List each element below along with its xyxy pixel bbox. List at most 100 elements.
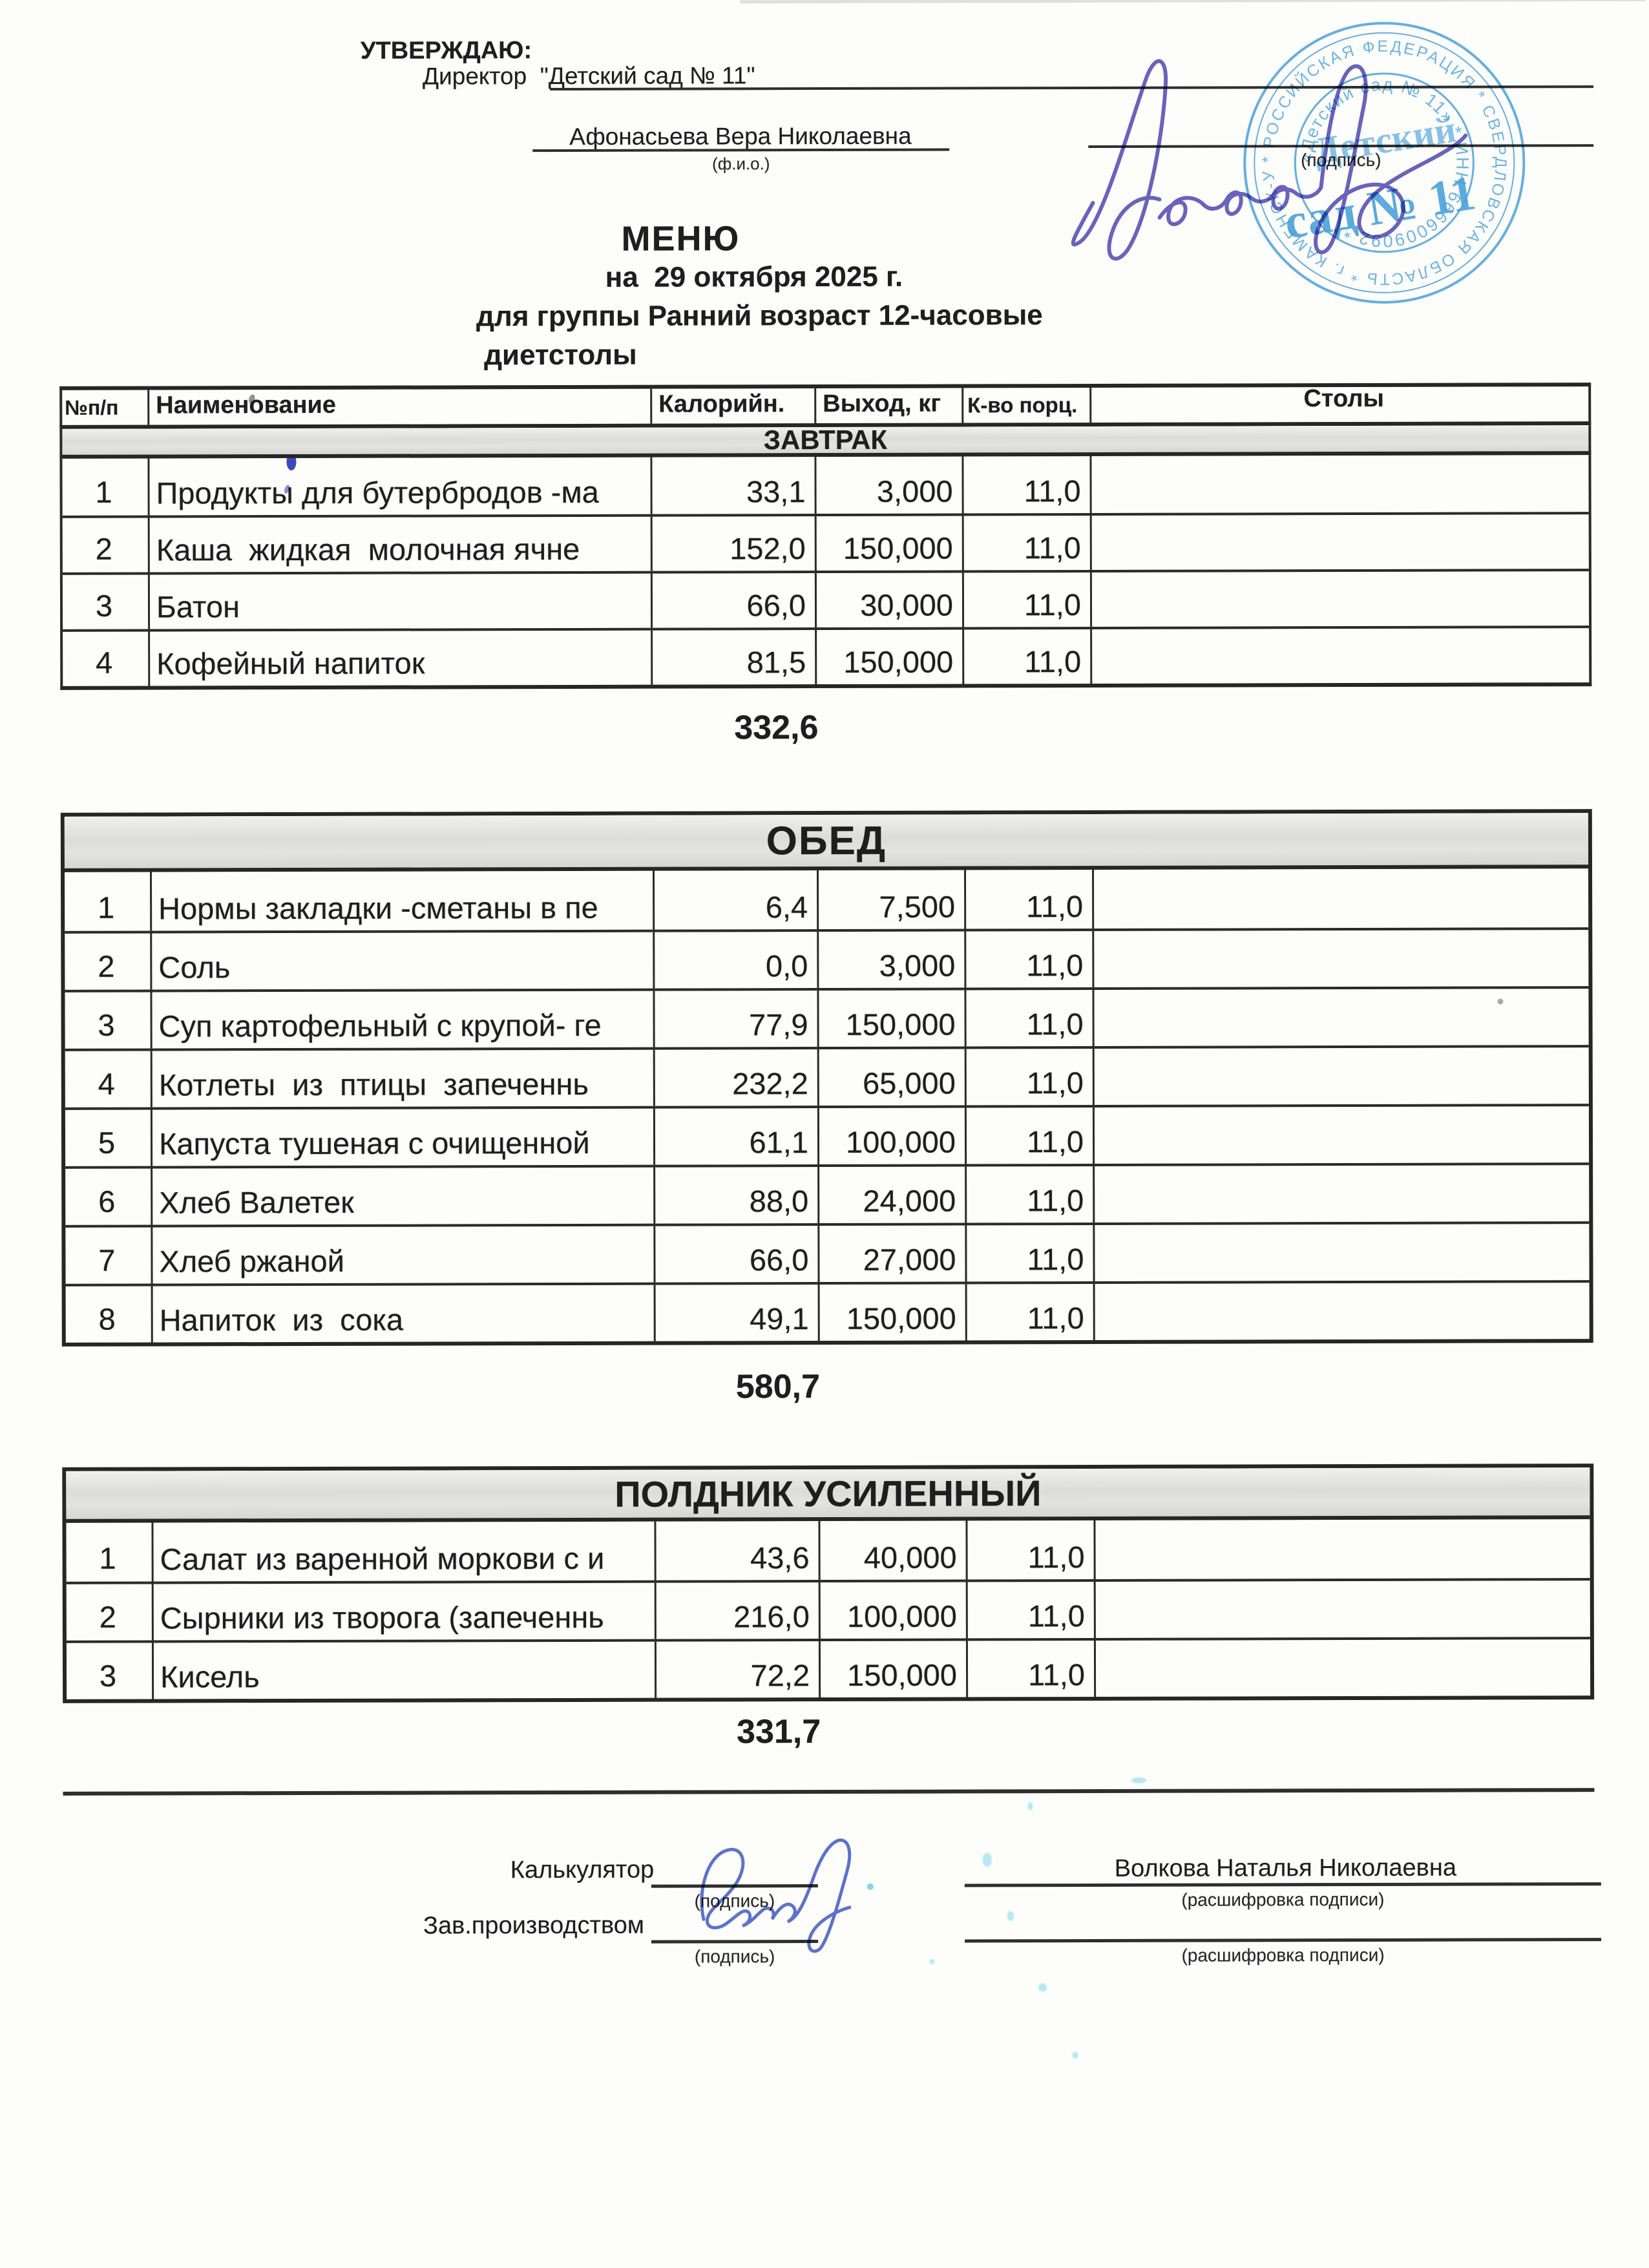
cell-num: 3 (65, 992, 152, 1049)
lunch-rows: 1 Нормы закладки -сметаны в пе 6,4 7,500… (65, 868, 1590, 1343)
cell-calories: 88,0 (655, 1167, 820, 1224)
official-stamp: * РОССИЙСКАЯ ФЕДЕРАЦИЯ * СВЕРДЛОВСКАЯ ОБ… (1228, 2, 1526, 304)
table-row: 2 Каша жидкая молочная ячне 152,0 150,00… (62, 512, 1589, 572)
cell-name: Каша жидкая молочная ячне (149, 516, 653, 572)
cell-name: Продукты для бутербродов -ма (149, 457, 653, 516)
cell-portions: 11,0 (967, 1520, 1096, 1580)
cell-output: 40,000 (820, 1520, 968, 1580)
cell-name: Кисель (153, 1641, 657, 1699)
cell-num: 5 (65, 1109, 153, 1166)
cell-name: Капуста тушеная с очищенной (152, 1108, 656, 1166)
scan-edge-streak (740, 0, 1646, 4)
cell-num: 7 (65, 1227, 153, 1284)
production-name-line (965, 1938, 1602, 1943)
cell-tables (1092, 628, 1594, 684)
cell-name: Батон (149, 573, 653, 629)
fio-line (532, 148, 950, 152)
table-row: 3 Батон 66,0 30,000 11,0 (62, 569, 1590, 629)
table-row: 1 Салат из варенной моркови с и 43,6 40,… (66, 1519, 1590, 1582)
ink-smudge (1131, 1777, 1147, 1783)
cell-portions: 11,0 (964, 629, 1093, 684)
section-header-snack: ПОЛДНИК УСИЛЕННЫЙ (66, 1467, 1590, 1523)
cell-tables (1092, 571, 1594, 627)
cell-output: 100,000 (819, 1108, 967, 1165)
cell-name: Соль (152, 932, 655, 990)
col-header-tables: Столы (1303, 386, 1384, 413)
calculator-label: Калькулятор (510, 1856, 655, 1884)
cell-tables (1094, 989, 1596, 1046)
cell-portions: 11,0 (966, 930, 1095, 988)
menu-date: на 29 октября 2025 г. (605, 260, 903, 293)
fio-caption: (ф.и.о.) (712, 154, 770, 174)
cell-calories: 66,0 (652, 573, 817, 628)
table-row: 1 Нормы закладки -сметаны в пе 6,4 7,500… (65, 868, 1588, 931)
table-header-row: №п/п Наименование Калорийн. Выход, кг К-… (59, 383, 1591, 429)
cell-num: 1 (65, 872, 152, 931)
cell-num: 6 (65, 1168, 153, 1225)
col-header-output: Выход, кг (816, 388, 964, 424)
lunch-total: 580,7 (735, 1368, 821, 1406)
cell-portions: 11,0 (967, 1224, 1095, 1282)
table-row: 3 Суп картофельный с крупой- ге 77,9 150… (65, 986, 1589, 1049)
menu-diet: диетстолы (483, 339, 637, 372)
cell-output: 7,500 (819, 870, 967, 930)
cell-output: 150,000 (820, 1641, 969, 1698)
cell-calories: 77,9 (655, 991, 819, 1047)
cell-calories: 66,0 (655, 1226, 820, 1283)
cell-tables (1094, 930, 1596, 987)
cell-portions: 11,0 (967, 1166, 1095, 1223)
footer-rule (63, 1788, 1595, 1796)
lunch-table: ОБЕД 1 Нормы закладки -сметаны в пе 6,4 … (60, 809, 1593, 1347)
table-row: 4 Котлеты из птицы запеченнь 232,2 65,00… (65, 1045, 1589, 1108)
col-header-portions: К-во порц. (963, 387, 1092, 423)
breakfast-total: 332,6 (734, 709, 819, 747)
cell-num: 1 (66, 1522, 154, 1582)
cell-name: Напиток из сока (152, 1285, 656, 1343)
table-row: 6 Хлеб Валетек 88,0 24,000 11,0 (65, 1162, 1590, 1225)
cell-tables (1096, 1639, 1598, 1697)
ink-smudge (1072, 2052, 1078, 2059)
cell-name: Салат из варенной моркови с и (153, 1521, 656, 1582)
cell-output: 3,000 (819, 931, 967, 989)
cell-tables (1092, 514, 1594, 570)
table-row: 2 Соль 0,0 3,000 11,0 (65, 927, 1589, 990)
cell-output: 150,000 (819, 1284, 967, 1341)
menu-title: МЕНЮ (621, 219, 740, 258)
cell-num: 2 (66, 1584, 154, 1641)
cell-output: 150,000 (816, 516, 964, 571)
cell-portions: 11,0 (967, 1581, 1096, 1639)
cell-calories: 6,4 (655, 870, 819, 930)
cell-calories: 72,2 (656, 1641, 821, 1698)
table-row: 4 Кофейный напиток 81,5 150,000 11,0 (63, 625, 1590, 686)
cell-num: 1 (62, 458, 150, 516)
cell-portions: 11,0 (966, 989, 1095, 1047)
cell-output: 27,000 (819, 1225, 967, 1283)
col-header-calories: Калорийн. (652, 388, 817, 424)
cell-tables (1095, 1519, 1597, 1579)
ink-smudge (1038, 1983, 1047, 1992)
cell-portions: 11,0 (966, 869, 1095, 929)
director-label: Директор "Детский сад № 11" (422, 62, 755, 90)
cell-num: 3 (66, 1643, 154, 1699)
cell-tables (1095, 1047, 1597, 1105)
cell-calories: 33,1 (652, 457, 817, 514)
section-header-lunch: ОБЕД (64, 813, 1588, 872)
cell-output: 3,000 (816, 456, 964, 514)
cell-calories: 232,2 (655, 1049, 819, 1106)
cell-portions: 11,0 (967, 1640, 1097, 1697)
ink-smudge (1027, 1802, 1033, 1811)
cell-name: Котлеты из птицы запеченнь (152, 1049, 655, 1108)
cell-name: Суп картофельный с крупой- ге (152, 991, 655, 1049)
col-header-num: №п/п (62, 390, 150, 425)
cell-portions: 11,0 (967, 1283, 1095, 1341)
cell-output: 150,000 (817, 629, 965, 685)
cell-calories: 0,0 (655, 932, 819, 989)
table-row: 3 Кисель 72,2 150,000 11,0 (66, 1637, 1591, 1699)
snack-total: 331,7 (737, 1713, 821, 1751)
cell-portions: 11,0 (966, 1107, 1095, 1164)
calculator-signature (700, 1838, 874, 1953)
approve-label: УТВЕРЖДАЮ: (360, 37, 532, 65)
snack-rows: 1 Салат из варенной моркови с и 43,6 40,… (66, 1519, 1591, 1699)
